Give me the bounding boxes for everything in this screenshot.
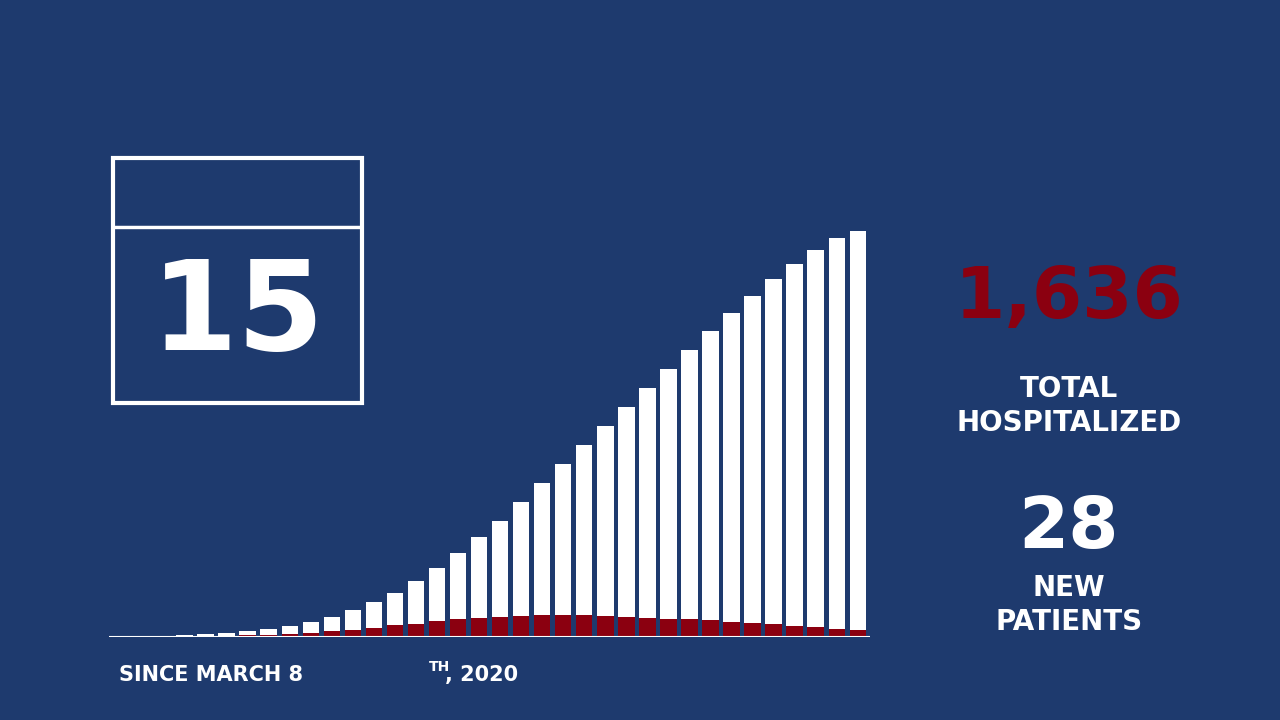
Bar bbox=[596, 426, 613, 637]
Bar bbox=[344, 630, 361, 637]
Bar bbox=[639, 618, 655, 637]
Bar bbox=[534, 616, 550, 637]
Bar bbox=[534, 483, 550, 637]
Bar bbox=[449, 553, 466, 637]
Bar bbox=[681, 619, 698, 637]
Bar bbox=[513, 502, 530, 637]
Bar bbox=[302, 622, 319, 637]
Bar bbox=[261, 635, 276, 637]
Bar bbox=[660, 369, 677, 637]
Bar bbox=[639, 388, 655, 637]
Bar bbox=[471, 537, 488, 637]
Bar bbox=[703, 621, 718, 637]
Bar bbox=[596, 616, 613, 637]
Bar bbox=[786, 626, 803, 637]
Bar bbox=[765, 624, 782, 637]
Bar bbox=[134, 636, 151, 637]
Bar bbox=[556, 464, 571, 637]
Bar bbox=[324, 617, 340, 637]
Bar bbox=[219, 633, 234, 637]
Text: COVID-19 HOSPITALIZATIONS IN COLORADO: COVID-19 HOSPITALIZATIONS IN COLORADO bbox=[38, 60, 964, 96]
Bar bbox=[471, 618, 488, 637]
Bar bbox=[660, 618, 677, 637]
Bar bbox=[344, 611, 361, 637]
Bar bbox=[492, 521, 508, 637]
Text: TOTAL
HOSPITALIZED: TOTAL HOSPITALIZED bbox=[956, 375, 1181, 436]
Bar bbox=[239, 636, 256, 637]
Bar bbox=[155, 636, 172, 637]
Bar bbox=[723, 313, 740, 637]
Bar bbox=[618, 617, 635, 637]
Text: 1,636: 1,636 bbox=[955, 264, 1183, 333]
Bar bbox=[850, 231, 867, 637]
Bar bbox=[366, 603, 383, 637]
Bar bbox=[576, 445, 593, 637]
Text: TH: TH bbox=[429, 660, 451, 675]
Text: NEW
PATIENTS: NEW PATIENTS bbox=[996, 574, 1142, 636]
Text: 15: 15 bbox=[151, 255, 324, 376]
Bar bbox=[177, 636, 193, 637]
Bar bbox=[261, 629, 276, 637]
Bar bbox=[239, 631, 256, 637]
Bar bbox=[828, 238, 845, 637]
Bar bbox=[703, 331, 718, 637]
Bar bbox=[745, 623, 760, 637]
Bar bbox=[449, 619, 466, 637]
Bar bbox=[302, 633, 319, 637]
Bar bbox=[513, 616, 530, 637]
Bar bbox=[219, 636, 234, 637]
Text: , 2020: , 2020 bbox=[445, 665, 518, 685]
Text: SINCE MARCH 8: SINCE MARCH 8 bbox=[119, 665, 303, 685]
Bar bbox=[429, 568, 445, 637]
Bar bbox=[765, 279, 782, 637]
Bar bbox=[786, 264, 803, 637]
Bar bbox=[850, 630, 867, 637]
Bar bbox=[576, 616, 593, 637]
Bar bbox=[177, 635, 193, 637]
Bar bbox=[282, 634, 298, 637]
Bar bbox=[429, 621, 445, 637]
Bar bbox=[556, 615, 571, 637]
Bar bbox=[282, 626, 298, 637]
Bar bbox=[366, 628, 383, 637]
Bar bbox=[808, 250, 824, 637]
Bar bbox=[408, 581, 424, 637]
FancyArrow shape bbox=[113, 226, 362, 228]
Text: 28: 28 bbox=[1019, 495, 1119, 563]
Bar bbox=[808, 627, 824, 637]
Bar bbox=[197, 636, 214, 637]
Bar bbox=[324, 631, 340, 637]
Bar bbox=[492, 617, 508, 637]
Bar bbox=[745, 296, 760, 637]
Text: APRIL: APRIL bbox=[195, 180, 280, 206]
Bar bbox=[828, 629, 845, 637]
Bar bbox=[387, 625, 403, 637]
Bar bbox=[618, 407, 635, 637]
Bar bbox=[408, 624, 424, 637]
Bar bbox=[387, 593, 403, 637]
Bar bbox=[197, 634, 214, 637]
Bar bbox=[723, 622, 740, 637]
Bar bbox=[681, 350, 698, 637]
